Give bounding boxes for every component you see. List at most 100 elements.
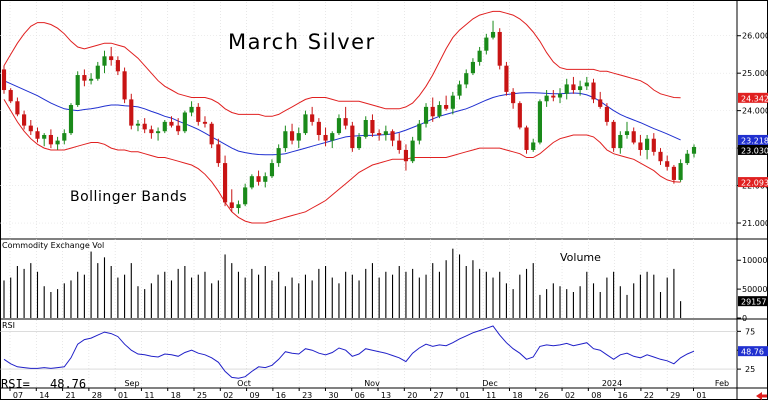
candle-down (216, 144, 221, 164)
candle-up (102, 56, 107, 66)
candle-down (169, 121, 174, 126)
candle-down (229, 202, 234, 209)
candle-down (497, 31, 502, 66)
candle-up (330, 133, 335, 141)
x-tick-label: 26 (539, 391, 549, 400)
candle-down (598, 99, 603, 107)
candle-down (122, 71, 127, 100)
candle-down (511, 91, 516, 104)
candle-down (430, 106, 435, 117)
candle-up (691, 146, 697, 154)
candle-down (109, 56, 114, 61)
candle-down (48, 134, 53, 145)
x-tick-label: 07 (13, 391, 23, 400)
candle-up (410, 140, 415, 162)
candle-up (645, 138, 650, 150)
price-tick-label: 21.000 (742, 219, 768, 228)
x-tick-label: 01 (118, 391, 128, 400)
x-month-label: Nov (364, 379, 380, 388)
x-tick-label: 06 (355, 391, 365, 400)
candle-down (444, 105, 449, 109)
candle-up (417, 123, 422, 141)
candle-down (370, 120, 375, 134)
x-tick-label: 23 (302, 391, 312, 400)
x-month-label: 2024 (602, 379, 622, 388)
candle-down (15, 101, 20, 115)
candle-up (363, 120, 368, 137)
lower-band-price-label-bg (738, 177, 768, 188)
candle-down (350, 125, 355, 149)
candle-up (55, 140, 60, 145)
x-tick-label: 13 (381, 391, 391, 400)
candle-down (22, 114, 27, 126)
candle-up (685, 153, 690, 164)
candle-up (450, 95, 455, 109)
candle-down (82, 75, 87, 81)
candle-down (8, 90, 13, 102)
candle-up (42, 134, 47, 139)
candle-down (256, 176, 261, 182)
mid-band-price-label: 23.218 (741, 136, 768, 145)
candle-down (149, 129, 154, 134)
x-tick-label: 11 (486, 391, 496, 400)
candle-up (544, 95, 549, 102)
candle-up (423, 106, 429, 124)
lower-bollinger-band (3, 99, 681, 224)
candle-up (537, 101, 542, 143)
candle-down (638, 142, 643, 150)
candle-down (504, 65, 509, 92)
rsi-line (3, 325, 695, 379)
x-tick-label: 01 (696, 391, 706, 400)
chart-title: March Silver (228, 30, 376, 54)
candle-up (296, 133, 301, 141)
candle-up (584, 82, 589, 87)
candle-up (162, 121, 167, 132)
candle-up (618, 134, 623, 149)
bollinger-annotation: Bollinger Bands (70, 189, 187, 205)
candle-up (383, 131, 388, 135)
candle-down (591, 82, 596, 100)
candle-up (249, 176, 254, 188)
left-arrow-icon[interactable] (756, 392, 767, 400)
x-tick-label: 22 (644, 391, 654, 400)
x-tick-label: 29 (670, 391, 680, 400)
candle-up (437, 105, 442, 117)
candle-down (343, 118, 348, 126)
left-arrow-icon-shape (756, 392, 767, 400)
candle-up (564, 84, 569, 94)
x-tick-label: 25 (197, 391, 207, 400)
x-tick-label: 11 (144, 391, 154, 400)
rsi-readout-label: RSI= (1, 377, 30, 391)
candle-down (611, 121, 616, 149)
candle-down (631, 131, 636, 143)
candle-down (390, 131, 395, 141)
price-tick-label: 26.000 (742, 32, 768, 41)
candle-up (484, 37, 489, 51)
x-tick-label: 02 (565, 391, 575, 400)
candle-down (142, 123, 147, 130)
candle-up (477, 50, 482, 62)
volume-annotation: Volume (560, 251, 601, 264)
middle-bollinger-band (3, 80, 681, 156)
last-volume-label-bg (738, 296, 768, 307)
volume-tick-label: 100000 (742, 256, 768, 265)
candle-up (470, 61, 476, 74)
candle-down (289, 131, 295, 141)
price-tick-label: 25.000 (742, 69, 768, 78)
x-month-label: Dec (482, 379, 497, 388)
candle-down (571, 84, 576, 91)
candle-up (269, 163, 275, 177)
rsi-readout-value: 48.76 (50, 377, 86, 391)
volume-tick-label: 50000 (742, 285, 767, 294)
candle-up (243, 187, 248, 205)
x-tick-label: 18 (512, 391, 522, 400)
x-tick-label: 01 (460, 391, 470, 400)
candle-down (196, 106, 201, 122)
rsi-panel: RSI 75502548.76 RSI= 48.76 (1, 321, 768, 391)
candle-up (263, 176, 268, 182)
candle-up (89, 78, 94, 81)
candle-down (115, 60, 120, 72)
candle-down (310, 114, 315, 122)
candle-down (658, 151, 663, 162)
mid-band-price-label-bg (738, 134, 768, 145)
